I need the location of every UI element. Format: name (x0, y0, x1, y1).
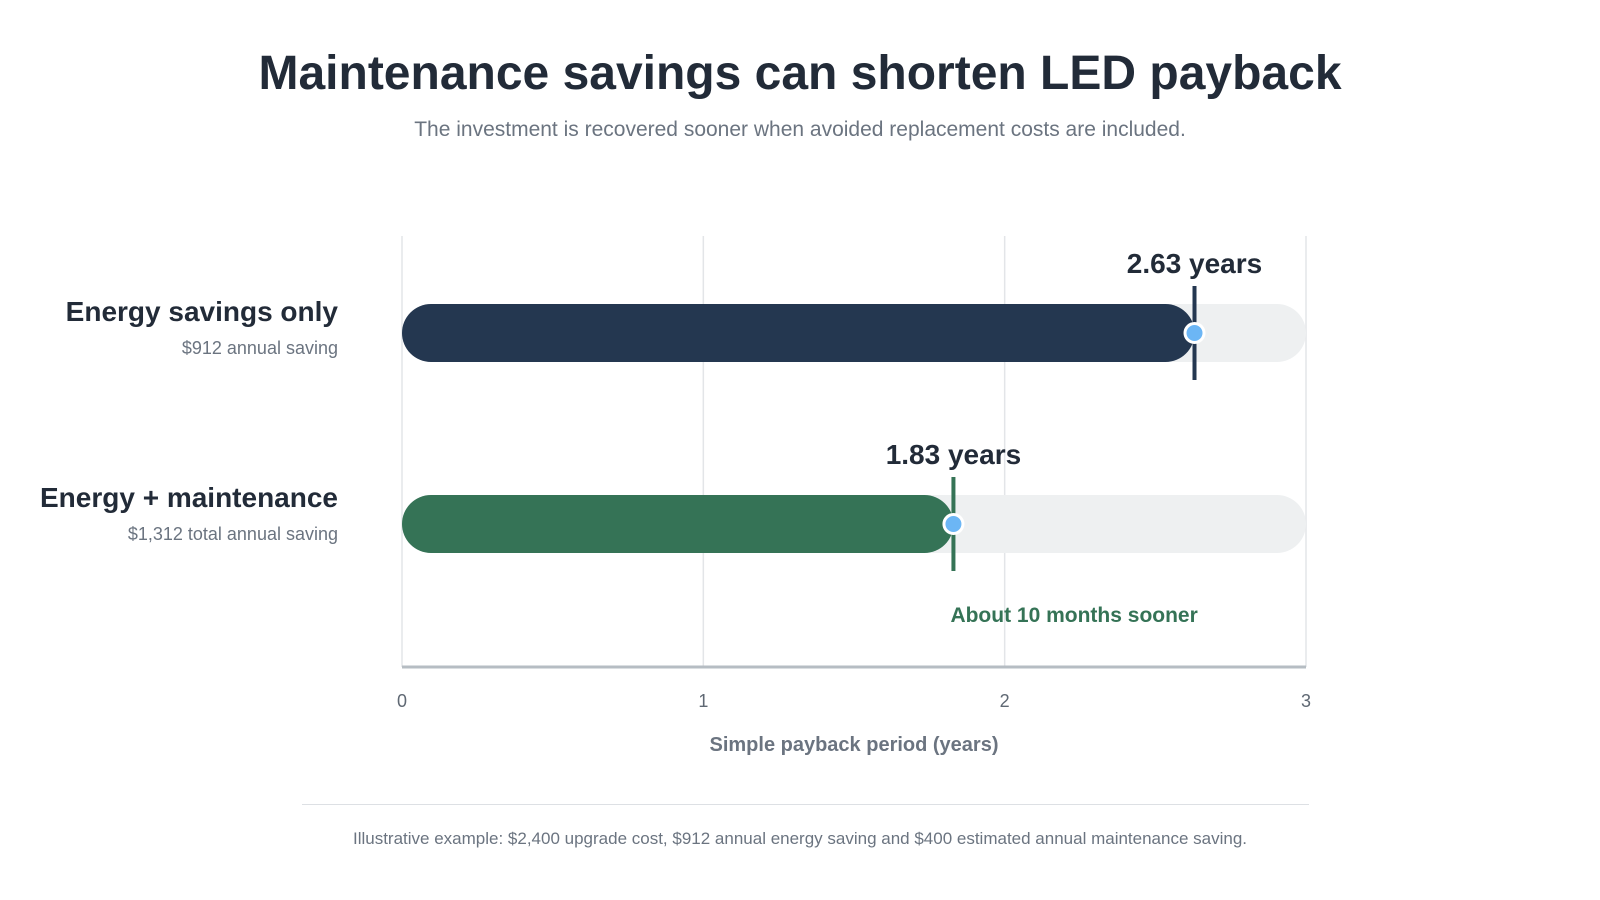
bar-end-dot-1 (942, 513, 965, 535)
row-name-energy-only: Energy savings only (65, 296, 338, 327)
bar-end-dot-0 (1183, 322, 1206, 344)
row-label-energy-maintenance: Energy + maintenance $1,312 total annual… (40, 482, 338, 545)
value-label-1: 1.83 years (886, 439, 1021, 470)
footer-divider (302, 804, 1309, 805)
value-label-0: 2.63 years (1127, 248, 1262, 279)
bar-0 (402, 304, 1195, 362)
x-tick-label-2: 2 (1000, 691, 1010, 711)
x-tick-label-0: 0 (397, 691, 407, 711)
row-name-energy-maintenance: Energy + maintenance (39, 482, 338, 513)
row-label-energy-only: Energy savings only $912 annual saving (66, 296, 338, 359)
annotation-months-sooner: About 10 months sooner (950, 604, 1197, 627)
bar-1 (402, 495, 954, 553)
row-sub-energy-maintenance: $1,312 total annual saving (127, 524, 338, 544)
footnote: Illustrative example: $2,400 upgrade cos… (352, 829, 1248, 848)
chart-title: Maintenance savings can shorten LED payb… (258, 47, 1342, 100)
chart-subtitle: The investment is recovered sooner when … (414, 118, 1186, 141)
x-tick-label-1: 1 (698, 691, 708, 711)
x-tick-label-3: 3 (1301, 691, 1311, 711)
x-axis-title: Simple payback period (years) (709, 734, 998, 756)
row-sub-energy-only: $912 annual saving (181, 338, 338, 358)
